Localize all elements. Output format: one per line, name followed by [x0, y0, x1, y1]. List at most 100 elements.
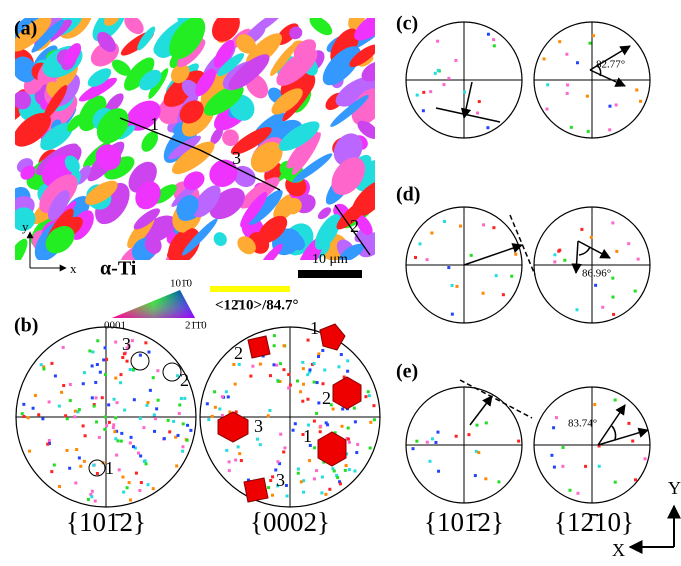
- pole-point: [364, 395, 367, 398]
- pole-point: [103, 428, 106, 431]
- pole-point: [228, 469, 231, 472]
- pole-point: [126, 360, 129, 363]
- pole-point: [180, 397, 183, 400]
- pole-point: [273, 344, 276, 347]
- pole-point: [153, 430, 156, 433]
- pole-point: [282, 450, 285, 453]
- pole-point: [271, 475, 274, 478]
- pole-point: [259, 443, 262, 446]
- pole-point: [28, 450, 31, 453]
- pole-point: [211, 415, 214, 418]
- pole-point: [644, 457, 647, 460]
- pole-point: [614, 398, 617, 401]
- pole-point: [372, 404, 375, 407]
- pole-point: [594, 284, 597, 287]
- pole-point: [22, 415, 25, 418]
- pole-point: [53, 463, 56, 466]
- marker-label: 1: [105, 458, 114, 478]
- axis-label: x: [70, 261, 77, 276]
- svg-text:21̄1̄0: 21̄1̄0: [185, 320, 207, 332]
- pole-point: [436, 431, 439, 434]
- pole-point: [240, 459, 243, 462]
- pole-point: [637, 258, 640, 261]
- pole-point: [447, 266, 450, 269]
- pole-point: [437, 69, 440, 72]
- panel-label: (e): [396, 361, 418, 383]
- pole-point: [268, 409, 271, 412]
- angle-label: 83.74°: [568, 418, 597, 430]
- pole-point: [105, 358, 108, 361]
- pole-point: [419, 242, 422, 245]
- pole-point: [332, 408, 335, 411]
- pole-point: [289, 384, 292, 387]
- pole-point: [54, 374, 57, 377]
- pf-title: {0002}: [250, 507, 330, 537]
- pole-point: [95, 420, 98, 423]
- pole-point: [114, 377, 117, 380]
- pole-point: [75, 448, 78, 451]
- pole-point: [225, 390, 228, 393]
- pole-point: [96, 363, 99, 366]
- pole-point: [348, 441, 351, 444]
- pole-point: [137, 452, 140, 455]
- pole-point: [225, 449, 228, 452]
- grain: [211, 230, 229, 249]
- pole-point: [296, 379, 299, 382]
- pole-point: [422, 109, 425, 112]
- pole-point: [584, 465, 587, 468]
- pole-point: [167, 419, 170, 422]
- marker-label: 2: [234, 343, 243, 363]
- pole-point: [634, 478, 637, 481]
- pole-point: [62, 384, 65, 387]
- pole-point: [615, 103, 618, 106]
- pole-point: [486, 126, 489, 129]
- pole-point: [64, 414, 67, 417]
- pole-point: [48, 400, 51, 403]
- pole-point: [325, 421, 328, 424]
- pole-point: [319, 430, 322, 433]
- pole-point: [152, 376, 155, 379]
- pole-point: [122, 491, 125, 494]
- pole-point: [555, 416, 558, 419]
- pole-point: [251, 365, 254, 368]
- pole-point: [321, 475, 324, 478]
- pole-point: [154, 417, 157, 420]
- pole-point: [562, 446, 565, 449]
- marker-circle: [163, 363, 181, 381]
- pole-point: [454, 59, 457, 62]
- pole-point: [113, 430, 116, 433]
- pole-point: [172, 420, 175, 423]
- pole-point: [588, 42, 591, 45]
- pole-point: [436, 40, 439, 43]
- pole-point: [368, 394, 371, 397]
- pole-point: [639, 100, 642, 103]
- pole-point: [307, 339, 310, 342]
- pole-point: [27, 416, 30, 419]
- pole-point: [279, 362, 282, 365]
- pole-point: [62, 346, 65, 349]
- pole-point: [340, 425, 343, 428]
- pole-point: [285, 484, 288, 487]
- figure: (a) 1 2 3 y x α-Ti 10 μm <12̄10>/84.7° 1…: [0, 0, 681, 566]
- pole-point: [493, 44, 496, 47]
- pole-point: [313, 420, 316, 423]
- pole-point: [178, 412, 181, 415]
- pole-point: [297, 472, 300, 475]
- pole-point: [58, 485, 61, 488]
- pole-point: [145, 462, 148, 465]
- pole-point: [492, 38, 495, 41]
- pole-point: [575, 308, 578, 311]
- pole-point: [553, 466, 556, 469]
- pole-point: [367, 390, 370, 393]
- pole-point: [168, 430, 171, 433]
- pole-point: [227, 395, 230, 398]
- pole-point: [84, 434, 87, 437]
- pole-point: [189, 429, 192, 432]
- pole-point: [155, 407, 158, 410]
- pole-point: [315, 469, 318, 472]
- trace-label: 2: [350, 216, 359, 236]
- pole-point: [543, 57, 546, 60]
- pole-point: [550, 454, 553, 457]
- pole-point: [121, 476, 124, 479]
- pole-point: [259, 363, 262, 366]
